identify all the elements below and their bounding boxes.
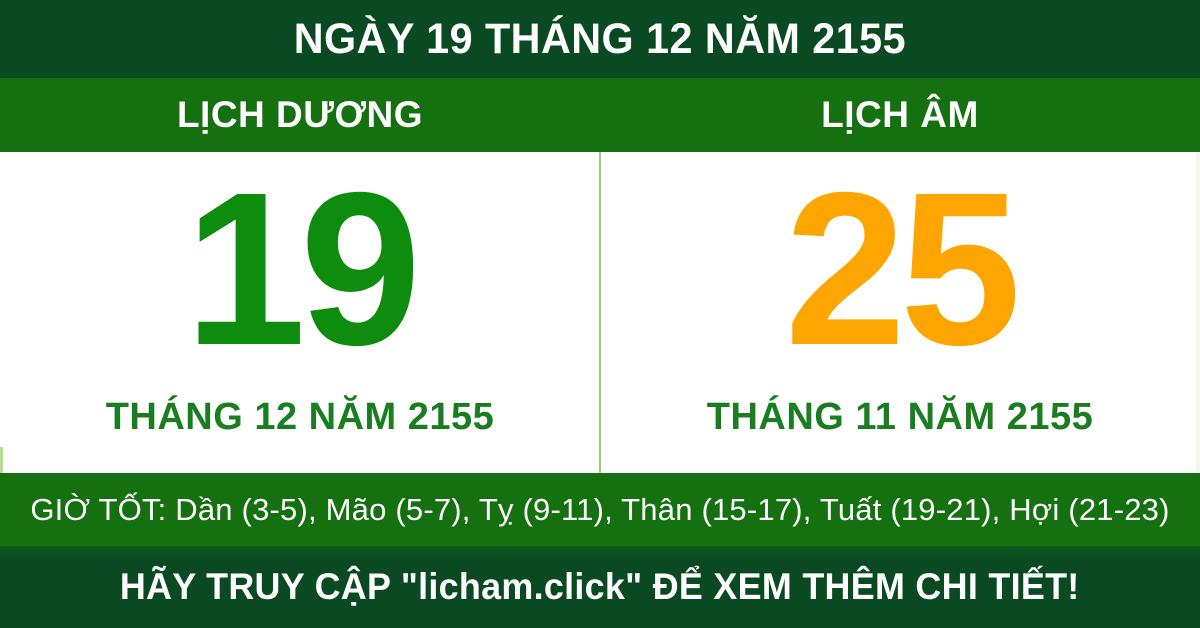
full-date-title: NGÀY 19 THÁNG 12 NĂM 2155	[294, 15, 906, 64]
lunar-day-number: 25	[785, 152, 1015, 388]
date-header: NGÀY 19 THÁNG 12 NĂM 2155	[0, 0, 1200, 78]
lunar-calendar-label: LỊCH ÂM	[821, 94, 979, 136]
good-hours-text: GIỜ TỐT: Dần (3-5), Mão (5-7), Tỵ (9-11)…	[30, 492, 1169, 528]
right-edge-accent	[1196, 152, 1200, 473]
lunar-header-cell: LỊCH ÂM	[600, 78, 1200, 152]
solar-day-number: 19	[185, 152, 415, 388]
calendar-type-header: LỊCH DƯƠNG LỊCH ÂM	[0, 78, 1200, 152]
footer-cta-text: HÃY TRUY CẬP "licham.click" ĐỂ XEM THÊM …	[120, 566, 1080, 608]
good-hours-band: GIỜ TỐT: Dần (3-5), Mão (5-7), Tỵ (9-11)…	[0, 473, 1200, 546]
solar-header-cell: LỊCH DƯƠNG	[0, 78, 600, 152]
lunar-month-year-label: THÁNG 11 NĂM 2155	[707, 396, 1094, 439]
column-divider	[599, 152, 601, 473]
left-edge-accent	[0, 447, 3, 473]
calendar-body: 19 THÁNG 12 NĂM 2155 25 THÁNG 11 NĂM 215…	[0, 152, 1200, 473]
solar-calendar-label: LỊCH DƯƠNG	[177, 94, 423, 136]
footer-banner: HÃY TRUY CẬP "licham.click" ĐỂ XEM THÊM …	[0, 546, 1200, 628]
lunar-panel: 25 THÁNG 11 NĂM 2155	[600, 152, 1200, 473]
calendar-card: NGÀY 19 THÁNG 12 NĂM 2155 LỊCH DƯƠNG LỊC…	[0, 0, 1200, 628]
solar-month-year-label: THÁNG 12 NĂM 2155	[106, 396, 495, 439]
solar-panel: 19 THÁNG 12 NĂM 2155	[0, 152, 600, 473]
